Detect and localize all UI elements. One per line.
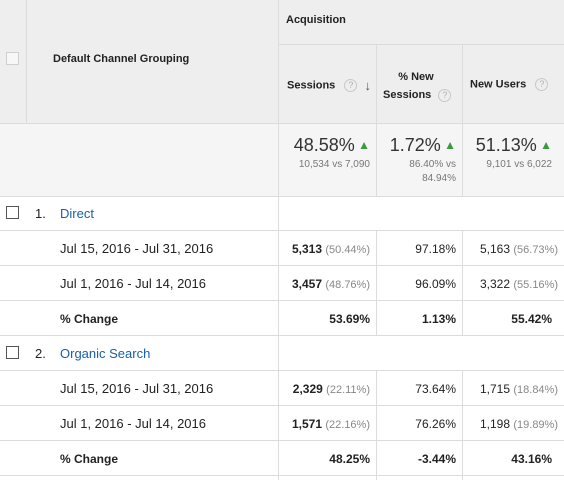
new-sessions-cell: 76.26%: [415, 417, 456, 431]
dimension-header[interactable]: Default Channel Grouping: [53, 53, 190, 65]
date-range: Jul 15, 2016 - Jul 31, 2016: [60, 381, 214, 396]
new-sessions-cell: 97.18%: [415, 242, 456, 256]
row-index: 2.: [35, 346, 46, 361]
date-range: Jul 15, 2016 - Jul 31, 2016: [60, 241, 214, 256]
new-users-cell: 1,198 (19.89%): [479, 417, 558, 431]
new-users-change: 55.42%: [511, 312, 552, 326]
new-sessions-header-line2: Sessions: [383, 89, 432, 101]
channel-link-direct[interactable]: Direct: [60, 206, 94, 221]
sessions-header[interactable]: Sessions ? ↓: [287, 78, 371, 93]
new-users-cell: 5,163 (56.73%): [479, 242, 558, 256]
new-users-cell: 3,322 (55.16%): [479, 277, 558, 291]
triangle-up-icon: ▲: [358, 138, 370, 152]
change-label: % Change: [60, 452, 119, 466]
new-users-header[interactable]: New Users ?: [470, 78, 549, 91]
summary-row: [0, 123, 564, 196]
triangle-up-icon: ▲: [444, 138, 456, 152]
sessions-cell: 3,457 (48.76%): [291, 277, 370, 291]
summary-sessions-value: 48.58%: [293, 135, 355, 155]
acquisition-group-header: Acquisition: [286, 14, 346, 26]
new-sessions-cell: 73.64%: [415, 382, 456, 396]
sessions-change: 53.69%: [329, 312, 370, 326]
sessions-header-label[interactable]: Sessions: [287, 79, 336, 92]
sessions-cell: 1,571 (22.16%): [291, 417, 370, 431]
row-checkbox[interactable]: [6, 346, 19, 359]
new-sessions-header[interactable]: % New Sessions ?: [383, 68, 453, 104]
row-index: 1.: [35, 206, 46, 221]
question-circle-icon[interactable]: ?: [438, 88, 452, 102]
summary-new-users: 51.13% ▲ 9,101 vs 6,022: [466, 135, 552, 172]
question-circle-icon[interactable]: ?: [344, 79, 358, 92]
new-sessions-header-line1: % New: [398, 71, 434, 83]
change-label: % Change: [60, 312, 119, 326]
new-users-cell: 1,715 (18.84%): [479, 382, 558, 396]
date-range: Jul 1, 2016 - Jul 14, 2016: [60, 276, 206, 291]
summary-new-users-detail: 9,101 vs 6,022: [486, 159, 552, 170]
sessions-cell: 2,329 (22.11%): [292, 382, 370, 396]
summary-sessions: 48.58% ▲ 10,534 vs 7,090: [284, 135, 370, 172]
new-sessions-cell: 96.09%: [415, 277, 456, 291]
summary-new-sessions-value: 1.72%: [389, 135, 441, 155]
sessions-cell: 5,313 (50.44%): [291, 242, 370, 256]
summary-sessions-detail: 10,534 vs 7,090: [298, 159, 370, 170]
summary-new-users-value: 51.13%: [475, 135, 537, 155]
new-users-header-label[interactable]: New Users: [470, 78, 527, 91]
triangle-up-icon: ▲: [540, 138, 552, 152]
new-sessions-change: 1.13%: [421, 312, 456, 326]
arrow-down-icon[interactable]: ↓: [364, 78, 371, 93]
new-users-change: 43.16%: [511, 452, 552, 466]
date-range: Jul 1, 2016 - Jul 14, 2016: [60, 416, 206, 431]
new-sessions-change: -3.44%: [417, 452, 456, 466]
question-circle-icon[interactable]: ?: [535, 78, 549, 91]
table-header: [0, 0, 564, 123]
select-all-checkbox[interactable]: [6, 52, 19, 65]
summary-new-sessions-detail-2: 84.94%: [422, 173, 456, 184]
row-checkbox[interactable]: [6, 206, 19, 219]
sessions-change: 48.25%: [329, 452, 370, 466]
summary-new-sessions: 1.72% ▲ 86.40% vs 84.94%: [380, 135, 456, 186]
summary-new-sessions-detail-1: 86.40% vs: [409, 159, 456, 170]
channel-link-organic-search[interactable]: Organic Search: [60, 346, 151, 361]
